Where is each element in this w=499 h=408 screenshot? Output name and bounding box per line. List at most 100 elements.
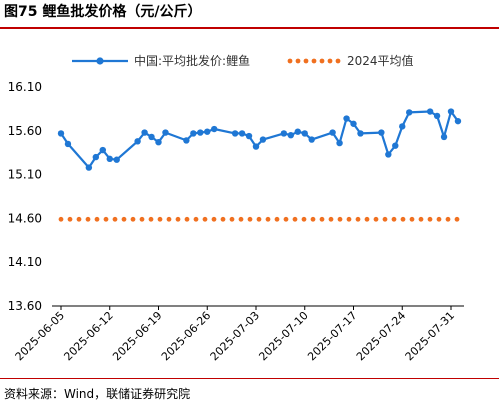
x-tick-label: 2025-06-26 xyxy=(159,309,213,363)
x-tick-label: 2025-07-17 xyxy=(305,309,359,363)
avg-dot xyxy=(454,216,460,222)
price-point xyxy=(426,108,434,115)
price-point xyxy=(308,136,315,143)
price-point xyxy=(141,129,148,136)
legend-avg-swatch-dot xyxy=(295,58,301,64)
top-divider xyxy=(0,27,499,29)
chart-title: 图75 鲤鱼批发价格（元/公斤） xyxy=(4,4,202,20)
avg-dot xyxy=(103,216,109,222)
price-point xyxy=(204,128,211,135)
avg-dot xyxy=(391,216,397,222)
price-point xyxy=(336,139,343,147)
price-point xyxy=(433,112,441,120)
avg-dot xyxy=(130,216,136,222)
avg-dot xyxy=(445,216,451,222)
price-point xyxy=(57,130,65,137)
avg-dot xyxy=(274,216,280,222)
price-series-line xyxy=(60,110,459,169)
avg-dot xyxy=(436,216,442,222)
avg-dot xyxy=(229,216,235,222)
avg-dot xyxy=(337,216,343,222)
x-tick-label: 2025-07-03 xyxy=(208,309,262,363)
price-point xyxy=(392,142,399,149)
line-chart: 16.10 15.60 15.10 14.60 14.10 13.602025-06-05… xyxy=(8,53,464,363)
x-tick-label: 2025-07-10 xyxy=(256,309,310,363)
price-point xyxy=(329,129,336,136)
price-point xyxy=(440,133,448,141)
price-point xyxy=(447,108,455,115)
avg-dot xyxy=(76,216,82,222)
avg-dot xyxy=(202,216,208,222)
x-tick-label: 2025-07-24 xyxy=(354,309,408,363)
avg-dot xyxy=(292,216,298,222)
legend-avg-swatch-dot xyxy=(319,58,325,64)
avg-dot xyxy=(256,216,262,222)
price-point xyxy=(106,155,113,163)
y-tick-label: 14.10 xyxy=(8,255,42,269)
avg-dot xyxy=(85,216,91,222)
price-point xyxy=(85,164,93,171)
avg-dot xyxy=(247,216,253,222)
price-point xyxy=(92,153,100,161)
price-point xyxy=(64,140,72,148)
avg-dot xyxy=(238,216,244,222)
price-point xyxy=(134,138,141,145)
price-point xyxy=(155,138,162,146)
avg-dot xyxy=(184,216,190,222)
price-point xyxy=(245,132,253,140)
legend-avg-swatch-dot xyxy=(335,58,341,64)
avg-dot xyxy=(301,216,307,222)
y-tick-label: 14.60 xyxy=(8,211,42,225)
price-point xyxy=(357,130,364,137)
avg-dot xyxy=(265,216,271,222)
avg-dot xyxy=(220,216,226,222)
price-point xyxy=(378,129,385,136)
price-point xyxy=(190,130,197,137)
price-point xyxy=(385,151,392,158)
bottom-divider xyxy=(0,378,499,379)
price-point xyxy=(238,130,246,137)
avg-dot xyxy=(382,216,388,222)
price-point xyxy=(113,156,120,163)
avg-dot xyxy=(121,216,127,222)
legend-avg-swatch-dot xyxy=(303,58,309,64)
legend-label-avg: 2024平均值 xyxy=(347,53,414,68)
price-point xyxy=(252,143,260,150)
price-point xyxy=(99,146,106,154)
price-point xyxy=(301,130,308,137)
x-tick-label: 2025-06-05 xyxy=(13,309,67,363)
avg-dot xyxy=(427,216,433,222)
avg-dot xyxy=(193,216,199,222)
legend-label-price: 中国:平均批发价:鲤鱼 xyxy=(134,53,250,68)
avg-dot xyxy=(175,216,181,222)
avg-dot xyxy=(157,216,163,222)
price-point xyxy=(343,115,350,122)
legend-avg-swatch-dot xyxy=(287,58,293,64)
avg-dot xyxy=(67,216,73,222)
price-point xyxy=(287,131,295,139)
price-point xyxy=(183,137,190,144)
price-point xyxy=(162,129,169,136)
avg-dot xyxy=(283,216,289,222)
y-tick-label: 13.60 xyxy=(8,299,42,313)
price-point xyxy=(211,125,218,133)
price-point xyxy=(399,123,406,130)
legend-line-marker xyxy=(96,57,104,65)
avg-dot xyxy=(418,216,424,222)
y-tick-label: 15.10 xyxy=(8,168,42,182)
price-point xyxy=(406,109,413,116)
avg-dot xyxy=(355,216,361,222)
legend-avg-swatch-dot xyxy=(327,58,333,64)
avg-dot xyxy=(364,216,370,222)
avg-dot xyxy=(211,216,217,222)
price-point xyxy=(454,117,462,125)
price-point xyxy=(259,136,267,143)
avg-dot xyxy=(409,216,415,222)
price-point xyxy=(350,120,357,127)
avg-dot xyxy=(112,216,118,222)
y-tick-label: 16.10 xyxy=(8,80,42,94)
avg-dot xyxy=(373,216,379,222)
avg-dot xyxy=(400,216,406,222)
price-point xyxy=(280,130,288,137)
avg-dot xyxy=(148,216,154,222)
